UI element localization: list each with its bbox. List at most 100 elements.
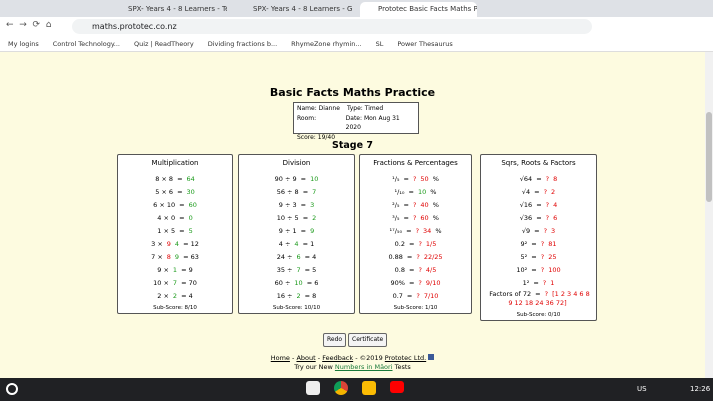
answer-row: 9 ÷ 3 = 3 [239, 199, 354, 212]
score-panel: Sqrs, Roots & Factors √64 =? 8 √4 =? 2 √16 =? 4 √3… [480, 154, 597, 321]
bookmark[interactable]: Dividing fractions b... [207, 39, 278, 48]
scrollbar[interactable] [705, 52, 713, 378]
answer-row: 4 ÷ 4 = 1 [239, 238, 354, 251]
row-part: 7/10 [423, 292, 439, 300]
app-icon[interactable] [306, 381, 320, 395]
row-part: 8 × 8 [155, 175, 174, 183]
bookmark[interactable]: RhymeZone rhymin... [291, 39, 362, 48]
row-part: = [300, 227, 307, 235]
row-part: 0 [188, 214, 193, 222]
row-part: = [403, 201, 409, 209]
row-part: 2 [172, 292, 178, 300]
row-part: 5² [520, 253, 528, 261]
launcher[interactable] [6, 383, 18, 395]
answer-row: 3 × 9 4 = 12 [118, 238, 232, 251]
sub-score: Sub-Score: 8/10 [153, 305, 197, 311]
tab[interactable]: SPX- Years 4 - 8 Learners - Group [253, 5, 352, 13]
value: Mon Aug 31 2020 [345, 114, 400, 132]
row-part: = 70 [181, 279, 197, 287]
score-panel: Multiplication 8 × 8 = 64 5 × 6 = 30 6 × 10 = 60 4… [117, 154, 233, 314]
answer-row: 0.88 =? 22/25 [360, 251, 471, 264]
row-part: = [536, 175, 542, 183]
row-part: 0.2 [394, 240, 405, 248]
row-part: ? [540, 253, 545, 261]
row-part: = [179, 214, 185, 222]
row-part: ¹⁷/₅₀ [389, 227, 403, 235]
bookmark[interactable]: SL [375, 39, 384, 48]
row-part: 7 [312, 188, 317, 196]
row-part: 24 ÷ [276, 253, 293, 261]
answer-row: 35 ÷ 7 = 5 [239, 264, 354, 277]
lang[interactable]: US [637, 385, 647, 393]
row-part: 6 [296, 253, 301, 261]
row-part: ¹/₅ [392, 175, 400, 183]
row-part: 4 × 0 [157, 214, 176, 222]
row-part: 81 [548, 240, 557, 248]
facebook-icon[interactable] [428, 354, 435, 360]
row-part: 22/25 [423, 253, 443, 261]
answer-row: √16 =? 4 [481, 199, 596, 212]
answer-row: 10 × 7 = 70 [118, 277, 232, 290]
chrome-icon[interactable] [334, 381, 348, 395]
bookmark[interactable]: My logins [8, 39, 39, 48]
footer: Home - About - Feedback - ©2019 Prototec… [0, 354, 705, 372]
app-icon[interactable] [362, 381, 376, 395]
row-part: 1/5 [425, 240, 437, 248]
row-part: ? [542, 279, 547, 287]
sub-score: Sub-Score: 1/10 [393, 305, 438, 311]
tab[interactable]: SPX- Years 4 - 8 Learners - Term [128, 5, 227, 13]
row-part: 0.7 [392, 292, 403, 300]
row-part: 1² [522, 279, 530, 287]
answer-row: √9 =? 3 [481, 225, 596, 238]
row-part: 7 [296, 266, 301, 274]
row-part: 30 [186, 188, 195, 196]
row-part: = [403, 175, 409, 183]
answer-row: 56 ÷ 8 = 7 [239, 186, 354, 199]
scroll-thumb[interactable] [706, 112, 712, 202]
sub-score: Sub-Score: 10/10 [272, 305, 321, 311]
youtube-icon[interactable] [390, 381, 404, 393]
row-part: ³/₅ [392, 214, 400, 222]
link[interactable]: Numbers in Māori [334, 363, 393, 371]
row-part: 8 [553, 175, 558, 183]
tab[interactable]: Prototec Basic Facts Maths Prac [360, 2, 477, 17]
answer-row: 1² =? 1 [481, 277, 596, 290]
clock[interactable]: 12:26 [690, 385, 711, 393]
row-part: % [432, 214, 439, 222]
answer-row: 9² =? 81 [481, 238, 596, 251]
row-part: = [531, 253, 537, 261]
answer-row: √4 =? 2 [481, 186, 596, 199]
redo-button[interactable]: Redo [323, 333, 347, 347]
row-part: = [177, 188, 183, 196]
link[interactable]: About [296, 354, 316, 362]
row-part: √9 [521, 227, 531, 235]
value: 19/40 [317, 133, 336, 141]
copyright: ©2019 [359, 354, 383, 362]
bookmark[interactable]: Control Technology... [52, 39, 120, 48]
row-part: = 8 [304, 292, 317, 300]
value: Dianne [318, 105, 340, 112]
link[interactable]: Prototec Ltd. [384, 354, 427, 362]
row-part: ? [543, 188, 548, 196]
row-part: 10 [418, 188, 427, 196]
bookmark[interactable]: Power Thesaurus [397, 39, 453, 48]
row-part: ? [545, 214, 550, 222]
answer-row: Factors of 72 =? [1 2 3 4 6 8 9 12 18 24 3… [481, 290, 596, 310]
answer-row: 6 × 10 = 60 [118, 199, 232, 212]
link[interactable]: Home [270, 354, 290, 362]
row-part: = 6 [306, 279, 319, 287]
address-bar[interactable]: maths.prototec.co.nz [72, 19, 592, 34]
answer-row: 8 × 8 = 64 [118, 173, 232, 186]
answer-row: ¹/₁₀ = 10% [360, 186, 471, 199]
link[interactable]: Feedback [322, 354, 354, 362]
row-part: = [536, 214, 542, 222]
bookmark[interactable]: Quiz | ReadTheory [134, 39, 194, 48]
row-part: ? [545, 175, 550, 183]
sep: - [355, 354, 358, 362]
nav-buttons[interactable]: ← → ⟳ ⌂ [6, 20, 52, 30]
row-part: = 5 [304, 266, 317, 274]
score-panel: Fractions & Percentages ¹/₅ =? 50% ¹/₁₀ = 10% ²… [359, 154, 472, 314]
row-part: 4/5 [425, 266, 437, 274]
answer-row: 24 ÷ 6 = 4 [239, 251, 354, 264]
certificate-button[interactable]: Certificate [348, 333, 388, 347]
